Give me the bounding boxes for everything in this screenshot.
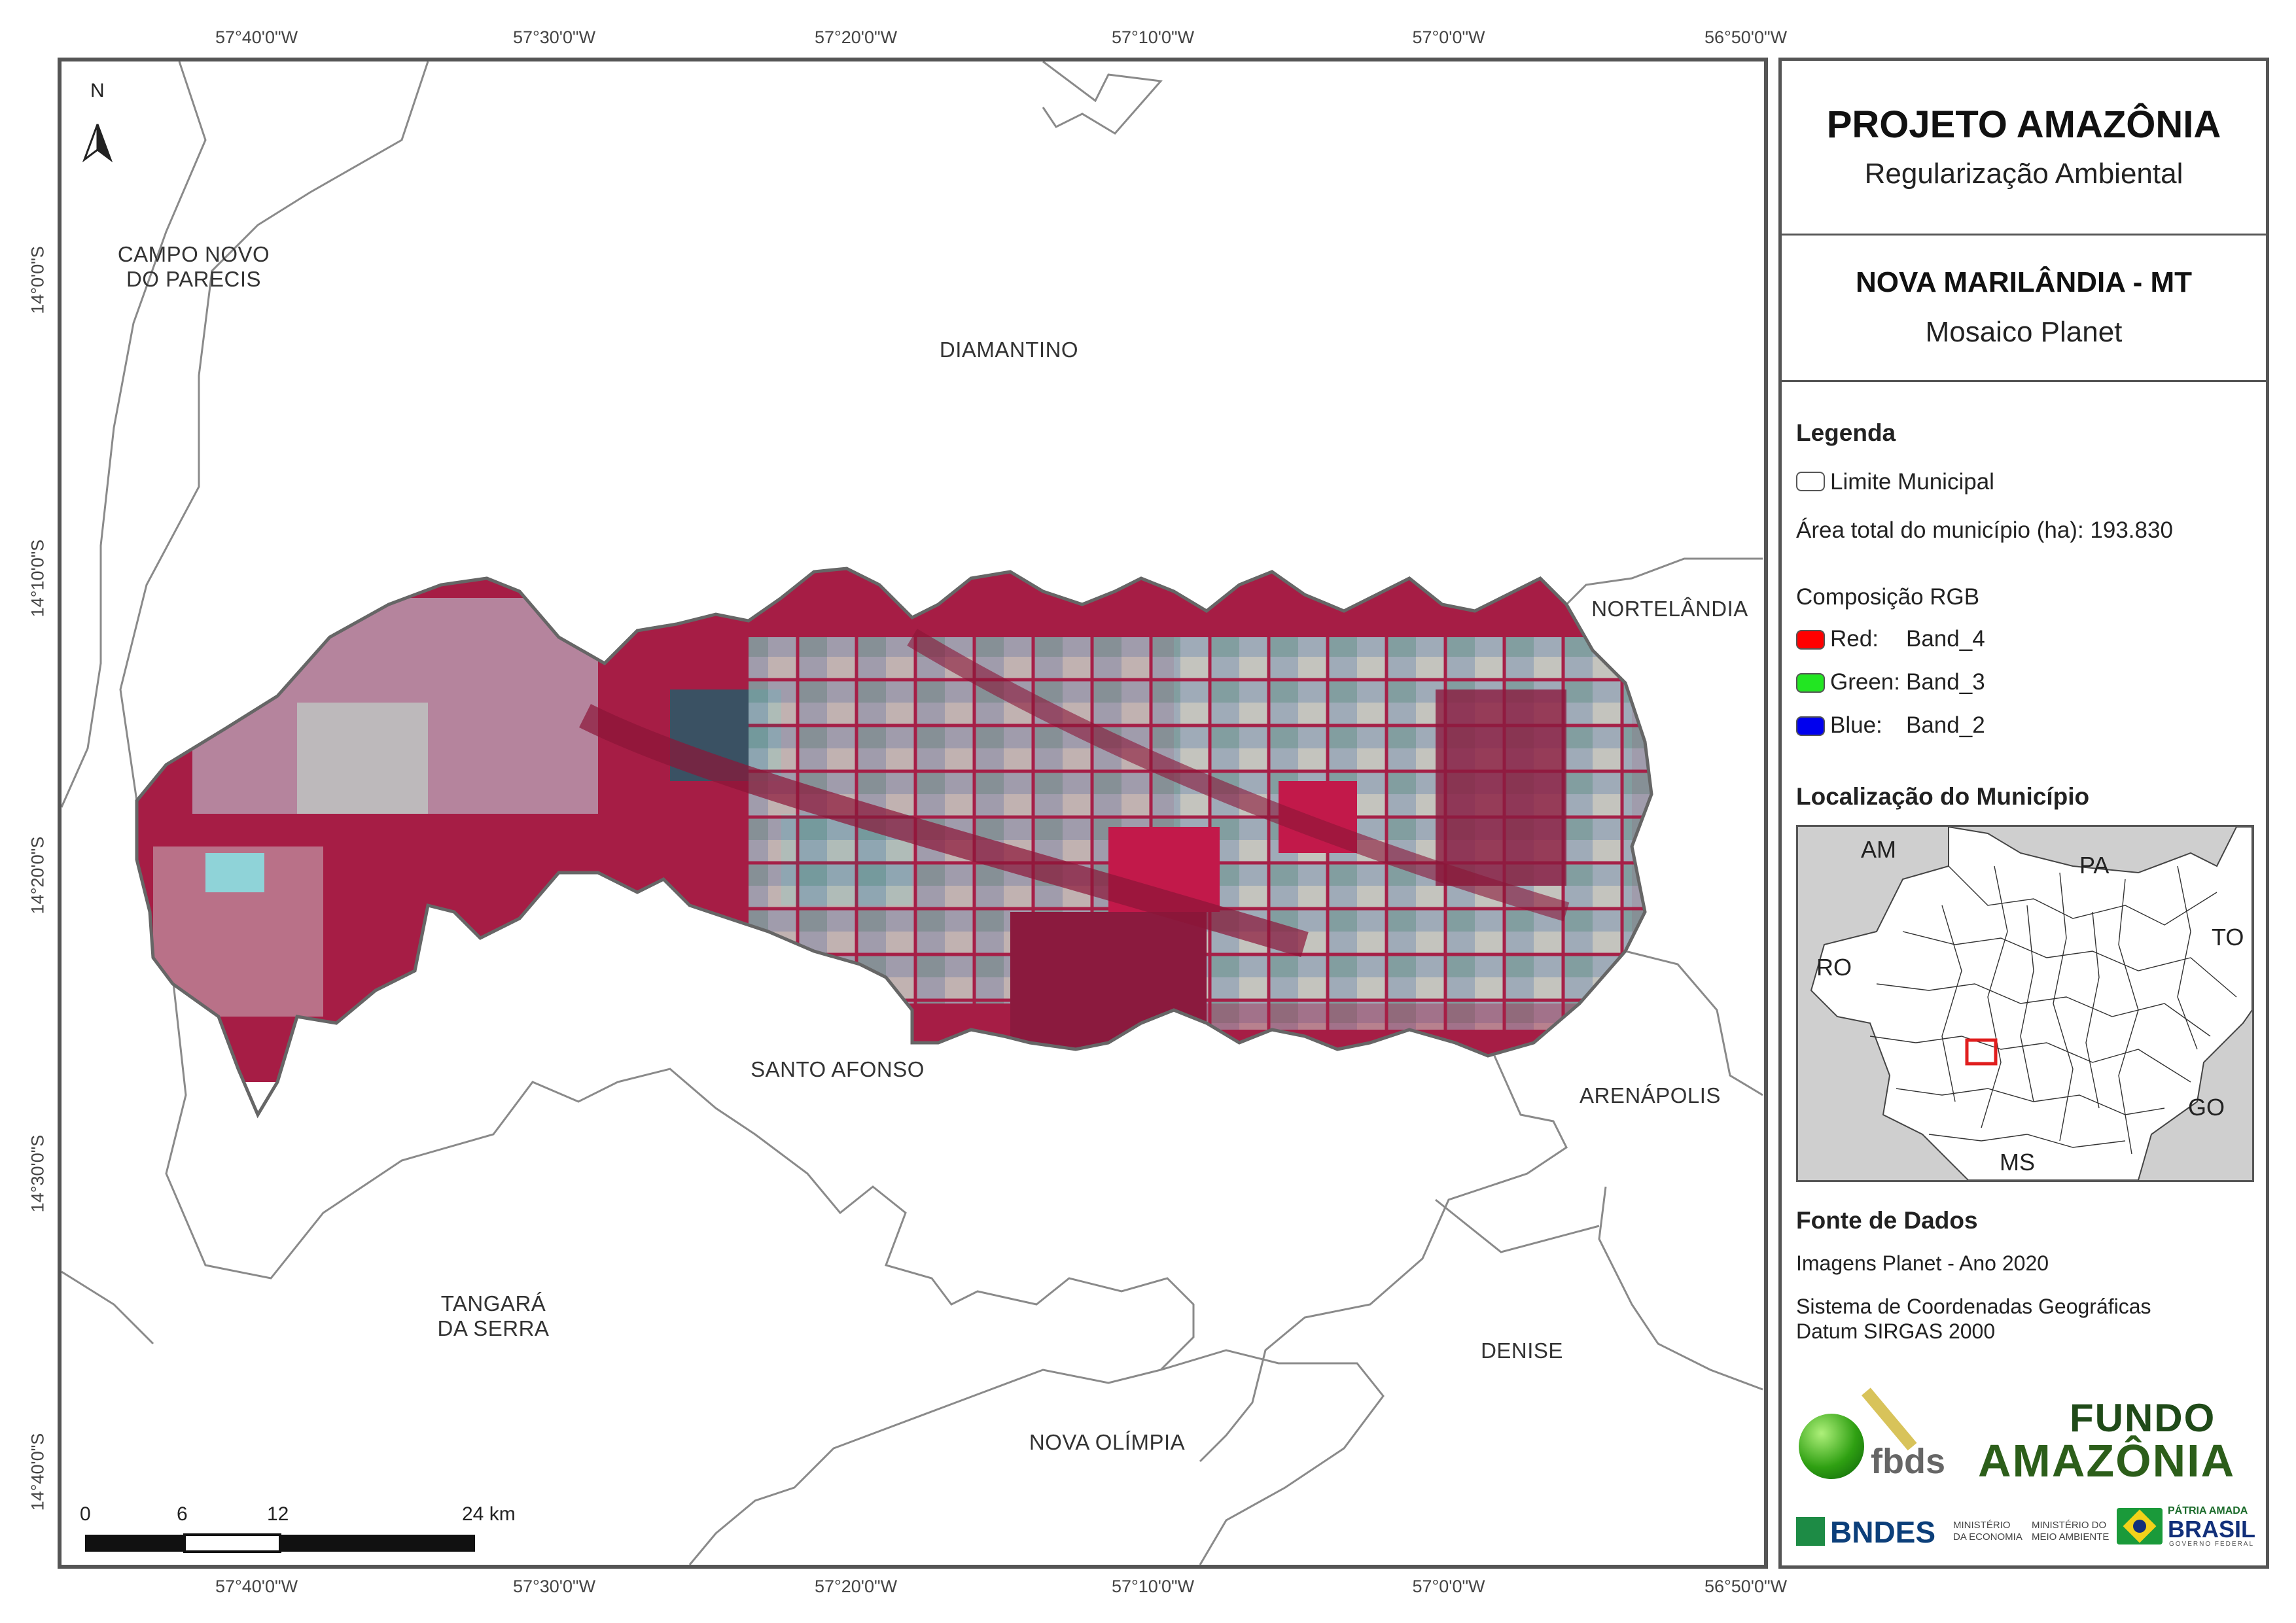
rgb-red-band: Band_4 bbox=[1906, 626, 1985, 652]
inset-label-to: TO bbox=[2212, 924, 2244, 951]
scale-label-12: 12 bbox=[267, 1503, 289, 1525]
crs-line-1: Sistema de Coordenadas Geográficas bbox=[1796, 1295, 2151, 1318]
source-line: Imagens Planet - Ano 2020 bbox=[1796, 1251, 2049, 1275]
bndes-wordmark: BNDES bbox=[1830, 1515, 1936, 1549]
amazonia-word: AMAZÔNIA bbox=[1978, 1435, 2236, 1486]
inset-label-am: AM bbox=[1861, 836, 1896, 863]
blue-swatch bbox=[1796, 716, 1825, 736]
lon-tick-bottom: 57°0'0"W bbox=[1412, 1577, 1485, 1596]
lat-tick: 14°30'0"S bbox=[27, 1134, 48, 1213]
municipality-title: NOVA MARILÂNDIA - MT bbox=[1855, 266, 2193, 298]
legend-panel: PROJETO AMAZÔNIA Regularização Ambiental… bbox=[1778, 58, 2269, 1569]
ministerio-meio-ambiente: MINISTÉRIO DO MEIO AMBIENTE bbox=[2032, 1520, 2110, 1543]
scale-bar bbox=[85, 1533, 475, 1553]
source-title: Fonte de Dados bbox=[1796, 1207, 1978, 1234]
fundo-amazonia-logo: FUNDO AMAZÔNIA bbox=[1978, 1395, 2259, 1487]
inset-map-canvas bbox=[1810, 827, 2252, 1180]
map-frame: N CAMPO NOVO DO PARECIS DIAMANTINO NORTE… bbox=[58, 58, 1768, 1569]
red-swatch bbox=[1796, 630, 1825, 650]
project-title: PROJETO AMAZÔNIA bbox=[1826, 103, 2221, 146]
label-campo-novo: CAMPO NOVO DO PARECIS bbox=[117, 242, 270, 291]
lon-tick-top: 57°0'0"W bbox=[1412, 27, 1485, 47]
legend-limit: Limite Municipal bbox=[1830, 469, 1994, 495]
rgb-blue-label: Blue: bbox=[1830, 712, 1882, 738]
area-label: Área total do município (ha): 193.830 bbox=[1796, 517, 2173, 543]
fundo-word: FUNDO bbox=[2070, 1396, 2216, 1440]
rgb-blue-band: Band_2 bbox=[1906, 712, 1985, 738]
municipal-boundaries bbox=[62, 61, 1763, 1565]
divider bbox=[1782, 380, 2266, 382]
label-arenapolis: ARENÁPOLIS bbox=[1580, 1083, 1721, 1108]
lat-tick: 14°10'0"S bbox=[27, 539, 48, 618]
brasil-flag-icon bbox=[2117, 1508, 2163, 1544]
label-denise: DENISE bbox=[1481, 1338, 1563, 1363]
lat-tick: 14°0'0"S bbox=[27, 246, 48, 314]
ministerio-economia: MINISTÉRIO DA ECONOMIA bbox=[1953, 1520, 2022, 1543]
lon-tick-bottom: 57°20'0"W bbox=[814, 1577, 898, 1596]
map-canvas bbox=[62, 61, 1763, 1565]
product-title: Mosaico Planet bbox=[1925, 316, 2123, 348]
inset-label-go: GO bbox=[2188, 1094, 2225, 1121]
label-diamantino: DIAMANTINO bbox=[939, 338, 1079, 362]
fbds-wordmark: fbds bbox=[1871, 1442, 1945, 1481]
rgb-title: Composição RGB bbox=[1796, 584, 1980, 610]
brasil-gov-logo: PÁTRIA AMADA BRASIL GOVERNO FEDERAL bbox=[2117, 1504, 2258, 1550]
limit-swatch bbox=[1796, 472, 1825, 491]
governo-federal: GOVERNO FEDERAL bbox=[2169, 1541, 2255, 1548]
patria-amada: PÁTRIA AMADA bbox=[2168, 1505, 2248, 1516]
legend-title: Legenda bbox=[1796, 419, 1896, 446]
brasil-word: BRASIL bbox=[2168, 1516, 2255, 1543]
divider bbox=[1782, 234, 2266, 236]
lon-tick-bottom: 56°50'0"W bbox=[1704, 1577, 1788, 1596]
scale-label-24: 24 km bbox=[462, 1503, 516, 1525]
fbds-logo: fbds bbox=[1796, 1376, 1966, 1481]
crs-line-2: Datum SIRGAS 2000 bbox=[1796, 1319, 1996, 1343]
north-label: N bbox=[90, 80, 105, 101]
lon-tick-top: 57°30'0"W bbox=[512, 27, 596, 47]
lon-tick-top: 57°20'0"W bbox=[814, 27, 898, 47]
rgb-red-label: Red: bbox=[1830, 626, 1879, 652]
inset-label-ro: RO bbox=[1816, 954, 1852, 981]
label-tangara: TANGARÁ DA SERRA bbox=[437, 1291, 550, 1340]
bndes-logo: BNDES bbox=[1796, 1512, 1947, 1551]
lat-tick: 14°40'0"S bbox=[27, 1433, 48, 1511]
inset-map: AM PA TO RO GO MS bbox=[1796, 825, 2254, 1182]
lon-tick-bottom: 57°40'0"W bbox=[215, 1577, 298, 1596]
lon-tick-top: 57°10'0"W bbox=[1111, 27, 1195, 47]
fbds-globe-icon bbox=[1799, 1414, 1864, 1479]
north-arrow-icon bbox=[82, 124, 113, 163]
flag-globe bbox=[2133, 1520, 2146, 1533]
green-swatch bbox=[1796, 673, 1825, 693]
rgb-green-band: Band_3 bbox=[1906, 669, 1985, 695]
lon-tick-bottom: 57°30'0"W bbox=[512, 1577, 596, 1596]
label-santo-afonso: SANTO AFONSO bbox=[751, 1057, 925, 1081]
lon-tick-top: 56°50'0"W bbox=[1704, 27, 1788, 47]
municipality-outline bbox=[135, 567, 1653, 1119]
lon-tick-top: 57°40'0"W bbox=[215, 27, 298, 47]
inset-label-ms: MS bbox=[2000, 1149, 2035, 1176]
lon-tick-bottom: 57°10'0"W bbox=[1111, 1577, 1195, 1596]
project-subtitle: Regularização Ambiental bbox=[1864, 158, 2183, 190]
label-nova-olimpia: NOVA OLÍMPIA bbox=[1029, 1430, 1186, 1454]
scale-label-6: 6 bbox=[177, 1503, 188, 1525]
location-title: Localização do Município bbox=[1796, 783, 2090, 810]
lat-tick: 14°20'0"S bbox=[27, 836, 48, 915]
label-nortelandia: NORTELÂNDIA bbox=[1591, 597, 1748, 621]
bndes-mark-icon bbox=[1796, 1517, 1825, 1546]
rgb-green-label: Green: bbox=[1830, 669, 1900, 695]
inset-label-pa: PA bbox=[2079, 852, 2110, 879]
inset-location-marker bbox=[1965, 1038, 1998, 1066]
scale-label-0: 0 bbox=[80, 1503, 91, 1525]
